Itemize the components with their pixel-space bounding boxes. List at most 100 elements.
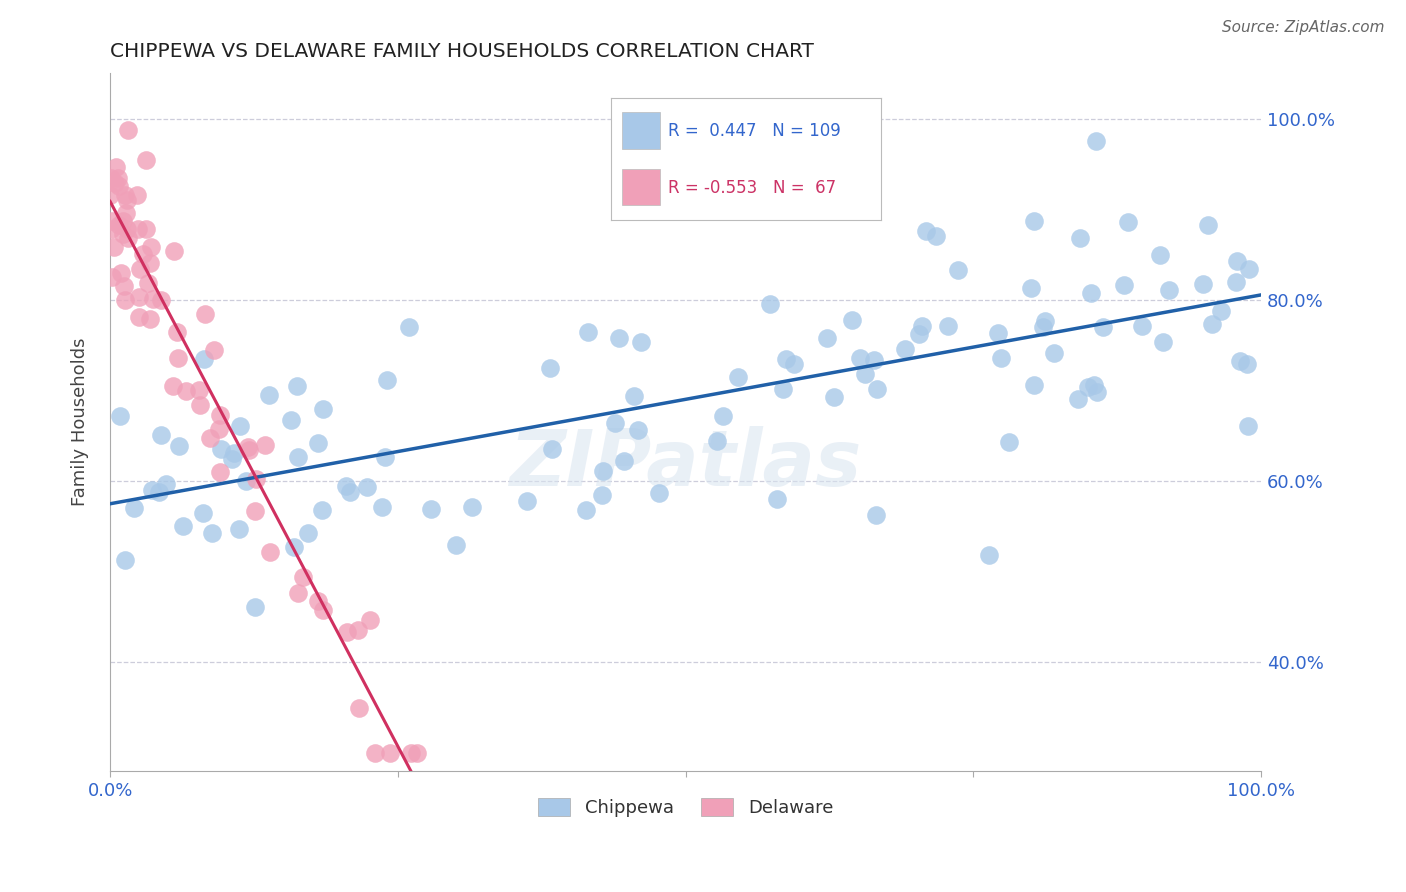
Point: [155, 477, 177, 491]
Point: [245, 472, 267, 486]
Point: [613, 454, 636, 468]
Point: [139, 255, 162, 269]
Point: [1149, 247, 1171, 261]
Point: [592, 464, 614, 478]
Point: [998, 434, 1021, 449]
Point: [363, 746, 385, 760]
Point: [188, 398, 211, 412]
Point: [987, 326, 1010, 340]
Point: [238, 442, 260, 457]
Text: CHIPPEWA VS DELAWARE FAMILY HOUSEHOLDS CORRELATION CHART: CHIPPEWA VS DELAWARE FAMILY HOUSEHOLDS C…: [110, 42, 814, 61]
Point: [141, 483, 163, 497]
Point: [187, 383, 209, 397]
Point: [371, 500, 394, 515]
Point: [117, 231, 139, 245]
Point: [128, 290, 150, 304]
Point: [172, 519, 194, 533]
Point: [291, 570, 314, 584]
Point: [1209, 304, 1232, 318]
Point: [167, 351, 190, 365]
Point: [135, 153, 157, 168]
Point: [766, 492, 789, 507]
Point: [312, 603, 335, 617]
Point: [772, 382, 794, 396]
Point: [1229, 354, 1251, 368]
Point: [706, 434, 728, 449]
Point: [359, 613, 381, 627]
Point: [194, 307, 217, 321]
Point: [1239, 261, 1261, 276]
Point: [866, 382, 889, 396]
Point: [307, 436, 329, 450]
Point: [936, 318, 959, 333]
Point: [307, 594, 329, 608]
Point: [461, 500, 484, 515]
Text: ZIPatlas: ZIPatlas: [509, 425, 862, 502]
Point: [336, 625, 359, 640]
Point: [229, 419, 252, 434]
Point: [823, 391, 845, 405]
Point: [1116, 215, 1139, 229]
Point: [128, 310, 150, 325]
Point: [711, 409, 734, 424]
Point: [911, 318, 934, 333]
Point: [374, 450, 396, 464]
Point: [104, 176, 127, 190]
Point: [775, 352, 797, 367]
Point: [287, 585, 309, 599]
Point: [783, 357, 806, 371]
Point: [591, 488, 613, 502]
Point: [623, 388, 645, 402]
Point: [1091, 320, 1114, 334]
Point: [100, 213, 122, 227]
Point: [98, 188, 121, 202]
Point: [607, 331, 630, 345]
Point: [727, 370, 749, 384]
Point: [193, 351, 215, 366]
Point: [1191, 277, 1213, 292]
Point: [105, 160, 128, 174]
Point: [114, 293, 136, 307]
Point: [1069, 231, 1091, 245]
Point: [1083, 377, 1105, 392]
Point: [193, 506, 215, 520]
Point: [575, 503, 598, 517]
Point: [990, 351, 1012, 365]
Point: [853, 368, 876, 382]
Point: [1043, 346, 1066, 360]
Point: [516, 493, 538, 508]
Point: [238, 440, 260, 454]
Point: [208, 408, 231, 422]
Point: [312, 402, 335, 417]
Point: [209, 442, 232, 456]
Point: [114, 206, 136, 220]
Point: [150, 293, 173, 307]
Point: [1201, 317, 1223, 331]
Point: [108, 409, 131, 423]
Point: [257, 388, 280, 402]
Point: [863, 352, 886, 367]
Point: [339, 484, 361, 499]
Point: [1077, 380, 1099, 394]
Point: [243, 599, 266, 614]
Point: [136, 276, 159, 290]
Point: [280, 412, 302, 426]
Point: [221, 451, 243, 466]
Text: Source: ZipAtlas.com: Source: ZipAtlas.com: [1222, 20, 1385, 35]
Point: [135, 221, 157, 235]
Point: [100, 221, 122, 235]
Point: [107, 171, 129, 186]
Point: [1198, 218, 1220, 232]
Point: [356, 480, 378, 494]
Point: [948, 263, 970, 277]
Point: [115, 193, 138, 207]
Point: [1159, 283, 1181, 297]
Point: [378, 746, 401, 760]
Point: [297, 526, 319, 541]
Point: [1114, 278, 1136, 293]
Point: [1084, 134, 1107, 148]
Point: [444, 538, 467, 552]
Point: [100, 170, 122, 185]
Point: [815, 331, 838, 345]
Point: [538, 361, 561, 376]
